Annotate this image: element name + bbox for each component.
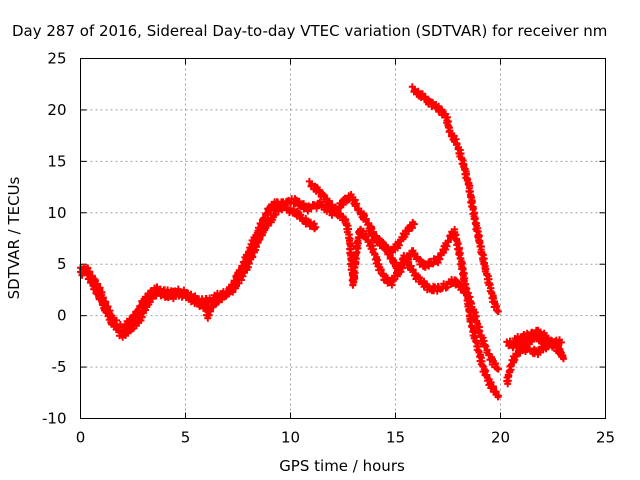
x-tick-label: 10 [281,429,300,447]
x-tick-label: 20 [491,429,510,447]
x-axis-label: GPS time / hours [279,457,405,475]
series-markers [77,201,320,334]
y-tick-label: 20 [47,101,66,119]
series-markers [305,177,502,373]
series-markers [507,332,565,352]
x-tick-labels: 0 5 10 15 20 25 [76,429,615,447]
x-tick-label: 25 [596,429,615,447]
series-track-d [305,177,502,373]
series-track-c [203,191,418,322]
axis-ticks [80,58,606,419]
y-axis-label: SDTVAR / TECUs [5,176,23,299]
series-markers [408,83,502,315]
series-markers [366,225,502,401]
x-tick-label: 5 [181,429,191,447]
y-tick-label: 25 [47,50,66,68]
y-tick-label: 10 [47,204,66,222]
y-tick-label: 5 [57,255,67,273]
series-track-b [77,201,320,334]
plot-frame [80,58,606,419]
x-tick-label: 0 [76,429,86,447]
series-track-i [507,332,565,352]
series-track-e [366,225,502,401]
y-tick-labels: -10 -5 0 5 10 15 20 25 [42,50,67,428]
y-tick-label: 15 [47,152,66,170]
data-marks [77,83,567,401]
y-tick-label: -10 [42,410,67,428]
y-tick-label: 0 [57,307,67,325]
series-markers [203,191,418,322]
y-tick-label: -5 [52,358,67,376]
x-tick-label: 15 [386,429,405,447]
series-track-f [408,83,502,315]
grid [80,58,606,419]
chart-title: Day 287 of 2016, Sidereal Day-to-day VTE… [12,22,607,40]
